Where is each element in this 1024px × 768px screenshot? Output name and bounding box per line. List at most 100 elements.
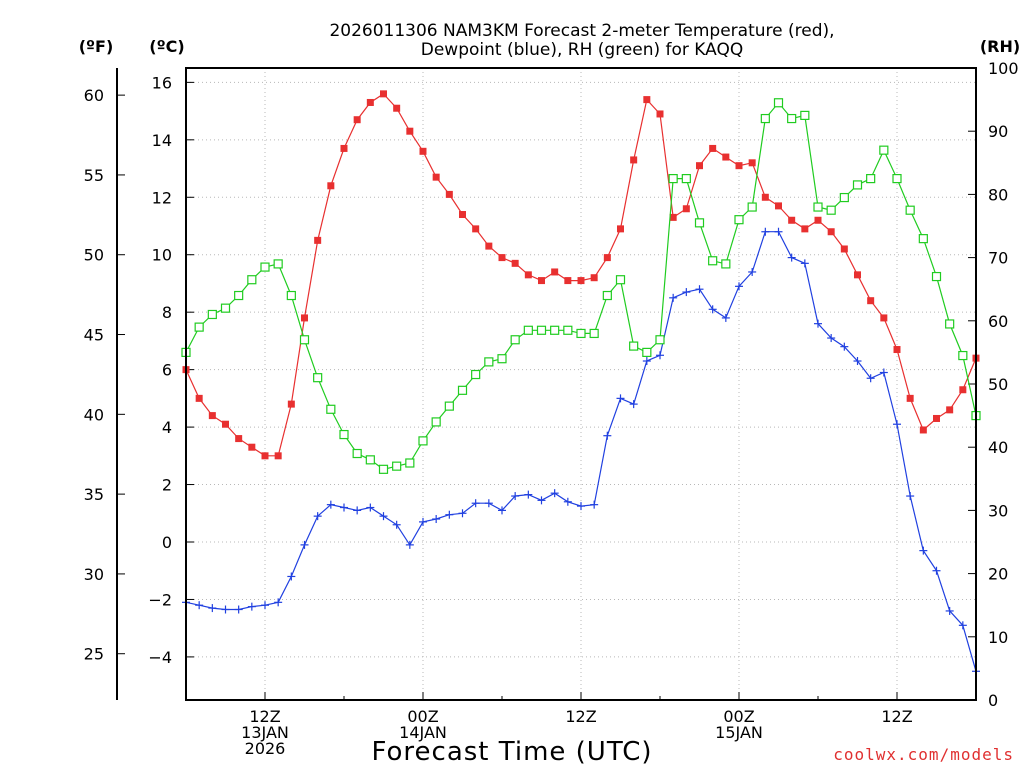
plot-frame — [185, 67, 977, 701]
celsius-tick-label: 12 — [152, 188, 172, 207]
x-tick-label: 12Z — [249, 707, 280, 726]
dewpoint-point — [379, 512, 388, 521]
dewpoint-point — [366, 503, 375, 512]
x-axis-title: Forecast Time (UTC) — [371, 737, 652, 767]
x-tick-label: 12Z — [565, 707, 596, 726]
rh-point — [339, 429, 349, 440]
x-tick-label: 00Z — [407, 707, 438, 726]
rh-point — [945, 319, 955, 329]
rh-point — [747, 202, 757, 212]
dewpoint-line — [185, 231, 977, 672]
temperature-point — [551, 268, 559, 276]
dewpoint-point — [261, 601, 269, 610]
x-tick-label: 2026 — [245, 739, 286, 758]
temperature-point — [775, 202, 782, 210]
unit-fahrenheit-label: (ºF) — [79, 37, 114, 56]
rh-point — [444, 401, 454, 411]
temperature-point — [827, 228, 835, 236]
dewpoint-point — [577, 502, 585, 511]
rh-point — [484, 357, 494, 367]
temperature-point — [195, 394, 203, 402]
rh-point — [234, 290, 244, 301]
dewpoint-point — [682, 288, 691, 297]
temperature-point — [327, 182, 335, 190]
rh-point — [734, 215, 744, 225]
dewpoint-point — [932, 566, 941, 575]
dewpoint-point — [195, 601, 204, 610]
dewpoint-point — [669, 293, 678, 302]
dewpoint-point — [840, 342, 849, 351]
dewpoint-point — [906, 492, 915, 501]
grid-lines — [186, 68, 976, 700]
dewpoint-point — [656, 351, 664, 360]
rh-tick-label: 100 — [988, 59, 1019, 78]
dewpoint-point — [208, 604, 217, 613]
dewpoint-point — [524, 490, 533, 499]
unit-rh-label: (RH) — [980, 37, 1020, 56]
temperature-point — [656, 110, 664, 118]
temperature-point — [603, 254, 611, 262]
rh-tick-label: 10 — [988, 628, 1008, 647]
rh-tick-label: 30 — [988, 501, 1008, 520]
temperature-point — [748, 159, 756, 167]
rh-point — [378, 464, 389, 474]
dewpoint-point — [590, 500, 599, 509]
rh-point — [615, 275, 626, 285]
unit-celsius-label: (ºC) — [149, 37, 184, 56]
temperature-point — [564, 277, 572, 285]
rh-tick-label: 40 — [988, 438, 1008, 457]
rh-point — [708, 256, 718, 266]
celsius-tick-label: 4 — [162, 418, 172, 437]
dewpoint-point — [405, 540, 414, 549]
rh-point — [457, 385, 468, 395]
temperature-point — [709, 144, 717, 152]
dewpoint-point — [695, 285, 704, 294]
dewpoint-point — [484, 499, 493, 508]
fahrenheit-tick-label: 30 — [84, 565, 104, 584]
rh-point — [866, 174, 876, 184]
x-tick-label: 00Z — [723, 707, 754, 726]
rh-point — [260, 262, 270, 272]
temperature-point — [577, 277, 585, 285]
dewpoint-point — [800, 259, 809, 268]
rh-point — [550, 325, 560, 335]
series-layer — [181, 90, 981, 676]
rh-point — [721, 259, 731, 269]
rh-tick-label: 70 — [988, 249, 1008, 268]
rh-tick-label: 20 — [988, 565, 1008, 584]
rh-point — [655, 335, 665, 345]
temperature-point — [511, 259, 519, 267]
fahrenheit-tick-label: 60 — [84, 86, 104, 105]
temperature-point — [274, 452, 282, 460]
rh-point — [918, 234, 928, 244]
temperature-point — [867, 297, 875, 305]
fahrenheit-tick-label: 50 — [84, 246, 104, 265]
rh-point — [760, 113, 770, 124]
dewpoint-point — [247, 602, 256, 611]
dewpoint-point — [221, 605, 230, 614]
rh-point — [668, 174, 678, 184]
dewpoint-point — [300, 540, 309, 549]
temperature-point — [222, 420, 229, 428]
temperature-point — [959, 386, 967, 394]
dewpoint-point — [353, 506, 362, 515]
fahrenheit-tick-label: 45 — [84, 326, 104, 345]
rh-tick-label: 80 — [988, 185, 1008, 204]
rh-point — [852, 180, 863, 190]
temperature-point — [919, 426, 927, 434]
rh-tick-label: 50 — [988, 375, 1008, 394]
dewpoint-point — [814, 319, 822, 328]
dewpoint-point — [511, 492, 520, 501]
dewpoint-point — [419, 517, 427, 526]
dewpoint-point — [774, 227, 783, 236]
temperature-point — [669, 213, 677, 221]
temperature-point — [314, 236, 322, 244]
rh-point — [365, 455, 375, 465]
dewpoint-point — [274, 598, 283, 607]
dewpoint-point — [642, 357, 651, 366]
x-tick-label: 14JAN — [399, 723, 447, 742]
temperature-point — [840, 245, 848, 253]
dewpoint-point — [708, 305, 717, 314]
